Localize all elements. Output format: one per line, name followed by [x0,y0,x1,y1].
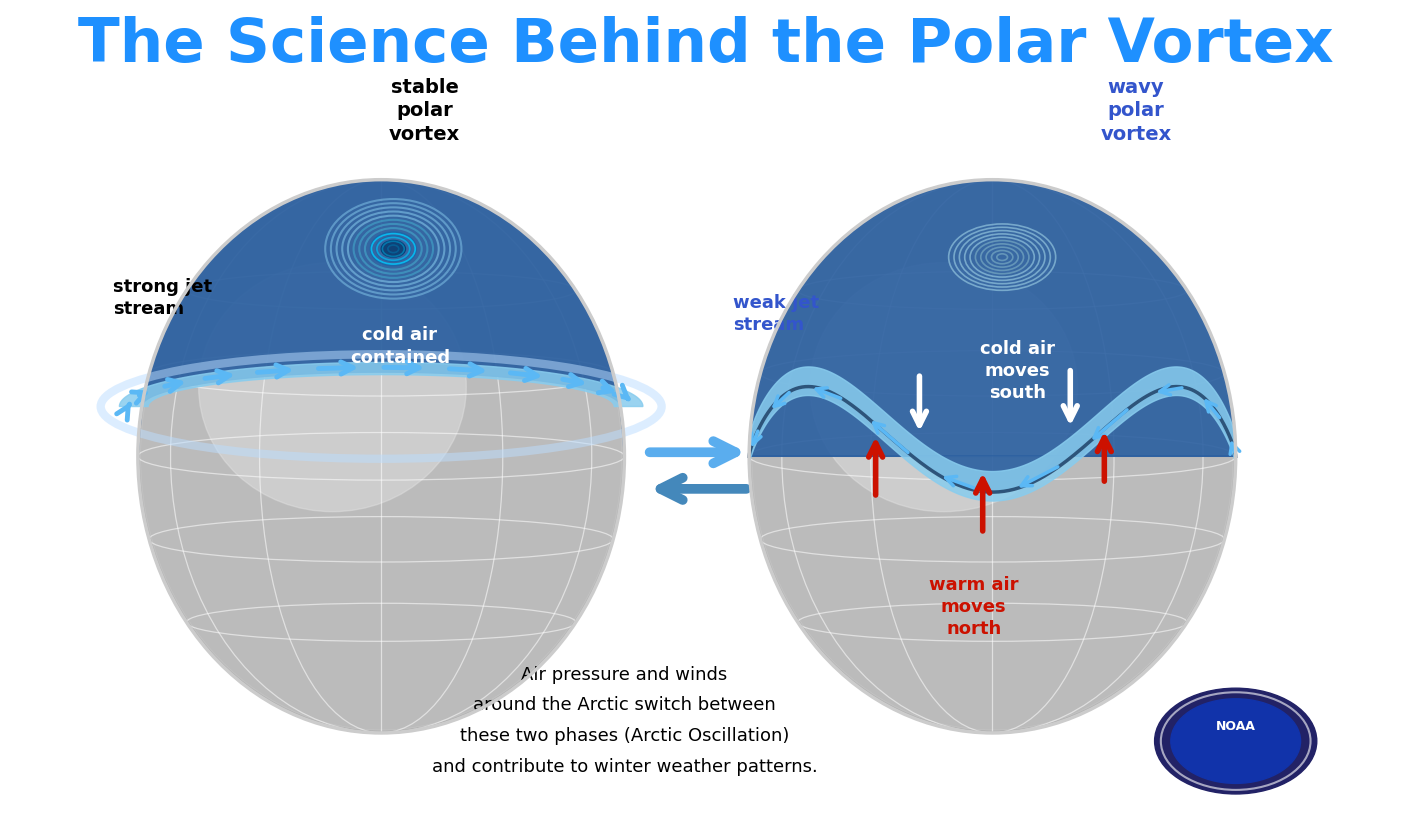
Ellipse shape [140,183,622,730]
Text: cold air
contained: cold air contained [350,326,450,367]
Polygon shape [749,179,1236,492]
Text: stable
polar
vortex: stable polar vortex [389,77,460,143]
Ellipse shape [752,183,1233,730]
Text: cold air
moves
south: cold air moves south [979,340,1055,402]
Text: The Science Behind the Polar Vortex: The Science Behind the Polar Vortex [78,16,1333,75]
Text: weak jet
stream: weak jet stream [732,294,818,334]
Ellipse shape [138,179,625,733]
Polygon shape [138,180,625,456]
Polygon shape [749,367,1236,501]
Text: Air pressure and winds
around the Arctic switch between
these two phases (Arctic: Air pressure and winds around the Arctic… [432,666,817,776]
Circle shape [1171,698,1301,783]
Ellipse shape [749,179,1236,733]
Text: NOAA: NOAA [1216,720,1256,733]
Ellipse shape [810,262,1078,512]
Ellipse shape [381,240,405,258]
Text: warm air
moves
north: warm air moves north [928,575,1019,638]
Text: wavy
polar
vortex: wavy polar vortex [1101,77,1171,143]
Polygon shape [120,363,643,407]
Circle shape [1154,688,1316,794]
Ellipse shape [199,262,466,512]
Text: strong jet
stream: strong jet stream [113,278,212,318]
